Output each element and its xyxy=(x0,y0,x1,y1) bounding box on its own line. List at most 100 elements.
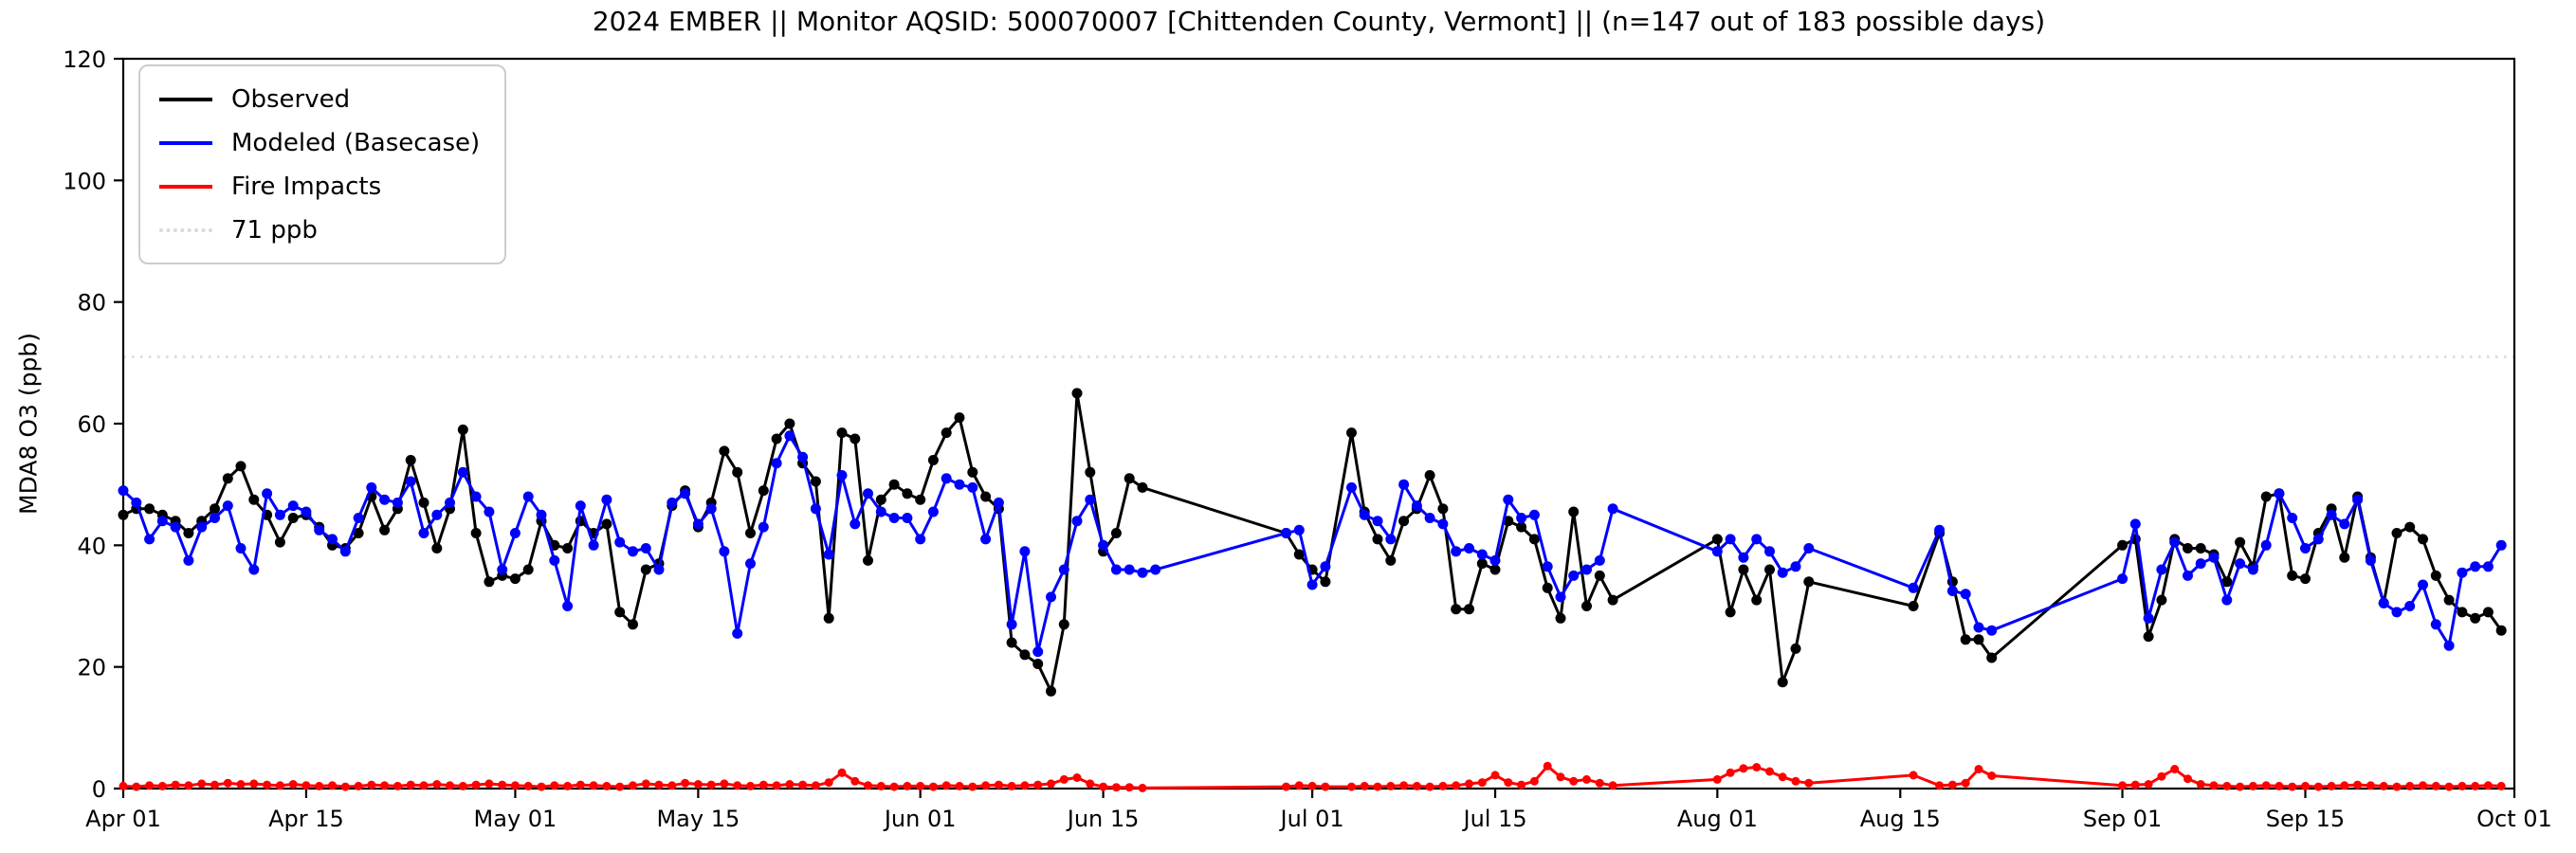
legend-label: 71 ppb xyxy=(231,215,318,245)
data-point-marker xyxy=(379,524,391,535)
data-point-marker xyxy=(2339,518,2350,530)
data-point-marker xyxy=(1947,780,1957,789)
data-point-marker xyxy=(641,779,650,789)
data-point-marker xyxy=(863,554,873,566)
data-point-marker xyxy=(183,528,194,538)
x-tick-label: Aug 15 xyxy=(1860,806,1941,832)
data-point-marker xyxy=(994,780,1003,789)
data-point-marker xyxy=(1752,763,1762,771)
data-point-marker xyxy=(836,470,848,481)
data-point-marker xyxy=(2261,781,2271,790)
data-point-marker xyxy=(498,780,507,789)
data-point-marker xyxy=(928,782,938,791)
data-point-marker xyxy=(941,781,951,790)
data-point-marker xyxy=(1542,561,1553,572)
data-point-marker xyxy=(2209,781,2219,790)
data-point-marker xyxy=(2495,625,2507,636)
data-point-marker xyxy=(406,780,415,789)
data-point-marker xyxy=(445,497,455,508)
data-point-marker xyxy=(889,782,899,791)
data-point-marker xyxy=(810,476,821,487)
data-point-marker xyxy=(1764,546,1775,557)
data-point-marker xyxy=(1071,516,1083,527)
data-point-marker xyxy=(484,506,495,517)
data-point-marker xyxy=(170,521,181,533)
y-tick-label: 20 xyxy=(77,655,106,681)
data-point-marker xyxy=(1320,561,1331,572)
data-point-marker xyxy=(1385,534,1397,545)
threshold-line-sample-icon xyxy=(159,227,212,232)
data-point-marker xyxy=(888,513,900,523)
data-point-marker xyxy=(2130,780,2140,789)
data-point-marker xyxy=(823,549,834,560)
data-point-marker xyxy=(2404,601,2416,611)
data-point-marker xyxy=(1386,781,1396,790)
data-point-marker xyxy=(1489,554,1501,566)
x-tick-label: Aug 01 xyxy=(1677,806,1758,832)
data-point-marker xyxy=(1908,582,1919,593)
legend: Observed Modeled (Basecase) Fire Impacts… xyxy=(138,64,507,264)
data-point-marker xyxy=(1973,634,1984,645)
data-point-marker xyxy=(2443,640,2455,651)
data-point-marker xyxy=(836,427,848,439)
data-point-marker xyxy=(927,455,939,465)
data-point-marker xyxy=(197,779,207,789)
data-point-marker xyxy=(875,494,886,505)
data-point-marker xyxy=(236,780,246,789)
data-point-marker xyxy=(392,497,403,508)
data-point-marker xyxy=(758,485,769,497)
data-point-marker xyxy=(1607,594,1618,606)
data-point-marker xyxy=(575,780,585,789)
data-point-marker xyxy=(2143,612,2154,624)
data-point-marker xyxy=(733,781,742,790)
data-point-marker xyxy=(1385,554,1397,566)
data-point-marker xyxy=(2222,781,2232,790)
data-point-marker xyxy=(628,619,638,630)
data-point-marker xyxy=(1124,473,1135,484)
data-point-marker xyxy=(1399,781,1409,790)
data-point-marker xyxy=(157,781,167,790)
data-point-marker xyxy=(144,503,155,515)
data-point-marker xyxy=(1516,513,1527,523)
data-point-marker xyxy=(339,546,351,557)
data-point-marker xyxy=(614,607,626,618)
x-tick-label: Apr 15 xyxy=(268,806,344,832)
data-point-marker xyxy=(183,554,194,566)
data-point-marker xyxy=(1803,576,1815,588)
data-point-marker xyxy=(1019,546,1031,557)
data-point-marker xyxy=(864,781,872,790)
data-point-marker xyxy=(2235,558,2246,570)
x-tick-label: Jun 15 xyxy=(1066,806,1140,832)
data-point-marker xyxy=(1032,646,1044,658)
data-point-marker xyxy=(2143,631,2154,643)
data-point-marker xyxy=(248,494,260,505)
data-point-marker xyxy=(2247,564,2258,575)
data-point-marker xyxy=(1138,783,1147,792)
data-point-marker xyxy=(2495,539,2507,551)
y-tick-label: 40 xyxy=(77,533,106,559)
fire-impacts-series xyxy=(119,761,2506,792)
data-point-marker xyxy=(1111,783,1121,792)
data-point-marker xyxy=(549,554,560,566)
data-point-marker xyxy=(418,528,429,538)
data-point-marker xyxy=(1751,594,1763,606)
data-point-marker xyxy=(1476,549,1488,560)
data-point-marker xyxy=(1007,781,1016,790)
data-point-marker xyxy=(145,781,155,790)
data-point-marker xyxy=(184,781,193,790)
data-point-marker xyxy=(732,466,743,478)
x-tick-label: May 01 xyxy=(474,806,557,832)
data-point-marker xyxy=(1321,782,1330,791)
data-point-marker xyxy=(1099,782,1108,791)
data-point-marker xyxy=(719,546,730,557)
data-point-marker xyxy=(916,781,925,790)
data-point-marker xyxy=(2287,513,2298,523)
x-tick-label: Oct 01 xyxy=(2476,806,2552,832)
data-point-marker xyxy=(2339,552,2350,563)
data-point-marker xyxy=(640,543,651,554)
data-point-marker xyxy=(1725,534,1736,545)
data-point-marker xyxy=(1516,521,1527,533)
y-tick-label: 120 xyxy=(63,46,106,73)
x-axis: Apr 01 Apr 15 May 01 May 15 Jun 01 Jun 15 Jul … xyxy=(85,789,2552,832)
